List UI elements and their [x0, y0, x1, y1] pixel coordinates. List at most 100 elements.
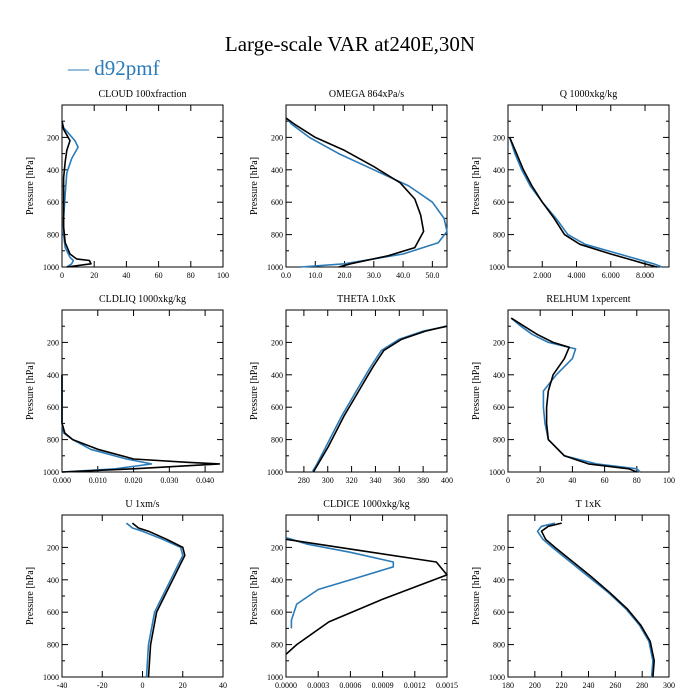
y-tick-label: 400: [493, 371, 505, 380]
x-tick-label: 20: [536, 476, 544, 485]
y-tick-label: 400: [47, 371, 59, 380]
legend-label: d92pmf: [94, 56, 160, 80]
y-tick-label: 800: [47, 641, 59, 650]
model-series-line: [285, 536, 395, 629]
reference-series-line: [131, 522, 186, 678]
x-tick-label: 280: [636, 681, 648, 690]
x-tick-label: 300: [663, 681, 675, 690]
y-tick-label: 1000: [489, 468, 505, 477]
x-tick-label: 20.0: [338, 271, 352, 280]
panel-title: U 1xm/s: [125, 499, 159, 510]
model-series-line: [536, 522, 654, 678]
y-tick-label: 800: [47, 231, 59, 240]
x-tick-label: 6.000: [602, 271, 620, 280]
model-series-line: [311, 325, 448, 473]
x-tick-label: 20: [90, 271, 98, 280]
panel-title: CLOUD 100xfraction: [98, 89, 186, 100]
x-tick-label: 400: [441, 476, 453, 485]
y-axis-label: Pressure [hPa]: [249, 362, 260, 420]
y-tick-label: 800: [271, 436, 283, 445]
y-tick-label: 600: [271, 198, 283, 207]
y-axis-label: Pressure [hPa]: [471, 157, 482, 215]
y-tick-label: 400: [47, 576, 59, 585]
y-tick-label: 200: [493, 133, 505, 142]
panel-title: T 1xK: [576, 499, 602, 510]
x-tick-label: 80: [633, 476, 641, 485]
y-tick-label: 800: [271, 231, 283, 240]
reference-series-line: [312, 325, 448, 473]
y-tick-label: 400: [493, 576, 505, 585]
y-tick-label: 200: [271, 338, 283, 347]
x-tick-label: 380: [417, 476, 429, 485]
y-tick-label: 800: [493, 231, 505, 240]
y-tick-label: 1000: [43, 673, 59, 682]
x-tick-label: 0: [506, 476, 510, 485]
x-tick-label: 180: [502, 681, 514, 690]
plot-frame: [507, 514, 670, 678]
y-axis-label: Pressure [hPa]: [249, 157, 260, 215]
y-tick-label: 200: [47, 543, 59, 552]
model-series-line: [510, 317, 641, 473]
y-tick-label: 200: [493, 338, 505, 347]
y-tick-label: 600: [47, 403, 59, 412]
x-tick-label: 0.0009: [372, 681, 394, 690]
y-tick-label: 800: [271, 641, 283, 650]
plot-frame: [285, 104, 448, 268]
x-tick-label: 80: [187, 271, 195, 280]
x-tick-label: 0.0000: [275, 681, 297, 690]
panel-title: CLDICE 1000xkg/kg: [323, 499, 409, 510]
y-tick-label: 800: [493, 436, 505, 445]
y-axis-label: Pressure [hPa]: [249, 567, 260, 625]
x-tick-label: 2.000: [533, 271, 551, 280]
x-tick-label: 340: [369, 476, 381, 485]
x-tick-label: 60: [155, 271, 163, 280]
y-tick-label: 1000: [267, 673, 283, 682]
panel-3: Q 1000xkg/kg Pressure [hPa] 200 400 600 800 10…: [471, 89, 670, 280]
x-tick-label: 280: [298, 476, 310, 485]
model-series-line: [61, 374, 153, 473]
panel-title: THETA 1.0xK: [337, 294, 396, 305]
legend-line-icon: —: [68, 56, 89, 80]
x-tick-label: 100: [663, 476, 675, 485]
legend: — d92pmf: [68, 56, 160, 81]
y-tick-label: 200: [271, 133, 283, 142]
reference-series-line: [508, 137, 658, 268]
x-tick-label: 4.000: [568, 271, 586, 280]
x-tick-label: 260: [609, 681, 621, 690]
y-axis-label: Pressure [hPa]: [471, 567, 482, 625]
x-tick-label: 40: [122, 271, 130, 280]
plot-frame: [61, 104, 224, 268]
panel-title: RELHUM 1xpercent: [546, 294, 630, 305]
y-tick-label: 400: [271, 371, 283, 380]
x-tick-label: 200: [529, 681, 541, 690]
x-tick-label: 0.0003: [307, 681, 329, 690]
reference-series-line: [540, 522, 656, 678]
y-axis-label: Pressure [hPa]: [25, 567, 36, 625]
x-tick-label: -20: [97, 681, 108, 690]
y-tick-label: 1000: [43, 468, 59, 477]
reference-series-line: [285, 538, 448, 655]
figure-title: Large-scale VAR at240E,30N: [224, 32, 476, 56]
x-tick-label: 20: [179, 681, 187, 690]
x-tick-label: 0.030: [160, 476, 178, 485]
x-tick-label: 220: [556, 681, 568, 690]
y-tick-label: 200: [493, 543, 505, 552]
x-tick-label: 360: [393, 476, 405, 485]
y-tick-label: 1000: [267, 263, 283, 272]
x-tick-label: 40: [219, 681, 227, 690]
y-tick-label: 1000: [489, 673, 505, 682]
x-tick-label: 0.010: [89, 476, 107, 485]
x-tick-label: 0: [60, 271, 64, 280]
y-tick-label: 600: [493, 198, 505, 207]
panel-2: OMEGA 864xPa/s Pressure [hPa] 200 400 600 800…: [249, 89, 448, 280]
x-tick-label: 50.0: [425, 271, 439, 280]
y-axis-label: Pressure [hPa]: [25, 362, 36, 420]
x-tick-label: 8.000: [636, 271, 654, 280]
panel-title: CLDLIQ 1000xkg/kg: [99, 294, 186, 305]
model-series-line: [61, 121, 79, 268]
y-tick-label: 600: [271, 403, 283, 412]
x-tick-label: 300: [322, 476, 334, 485]
